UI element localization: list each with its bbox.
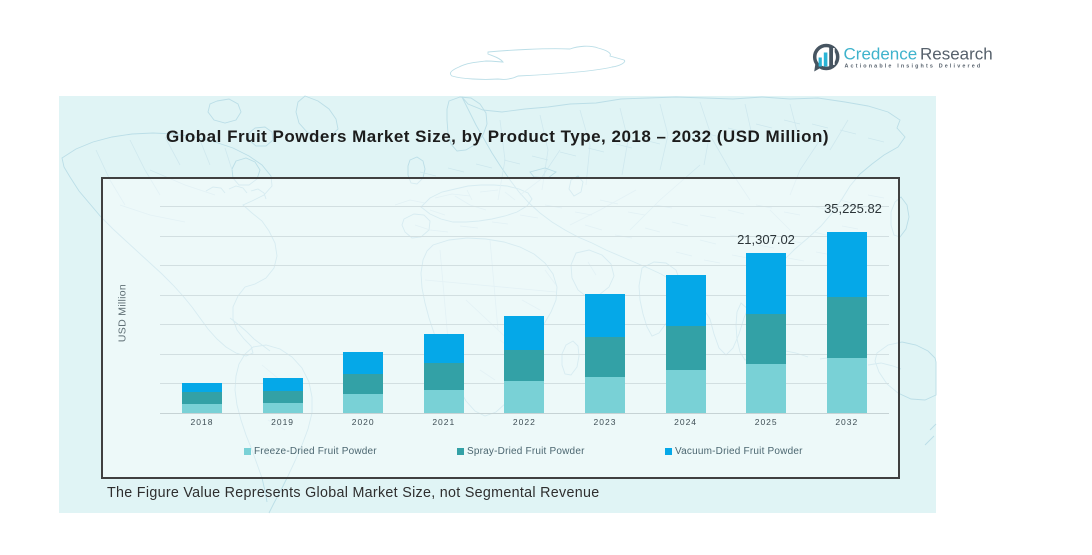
svg-text:Actionable Insights Delivered: Actionable Insights Delivered [845,64,983,70]
svg-text:Research: Research [920,45,993,64]
svg-text:Credence: Credence [844,45,918,64]
